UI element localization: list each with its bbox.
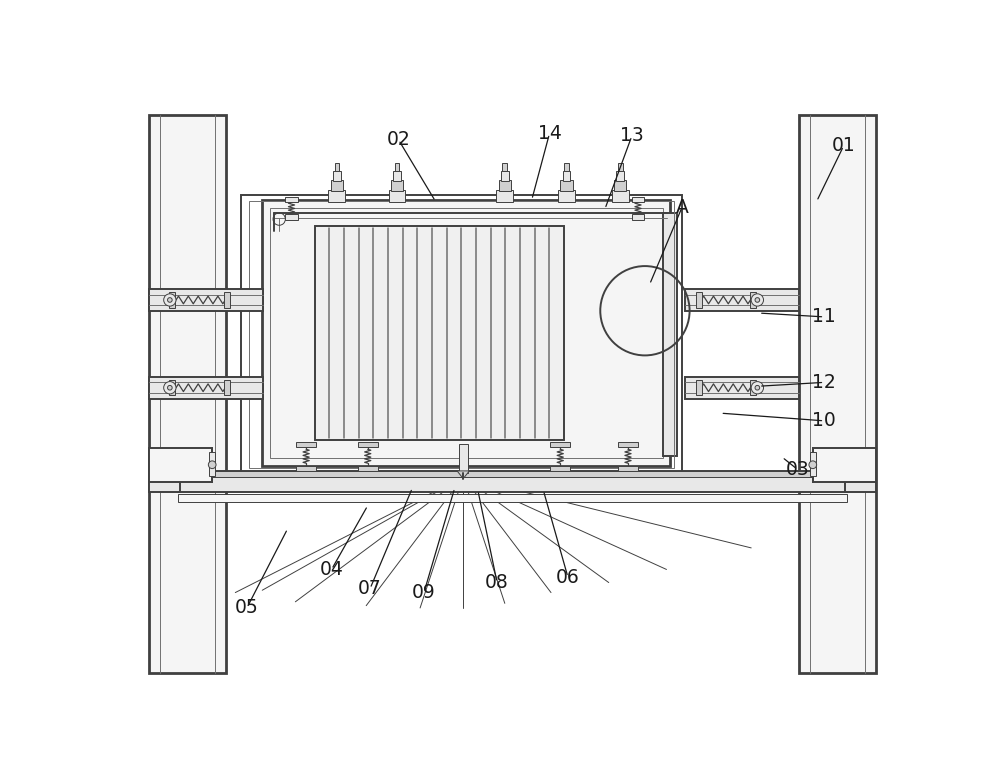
Bar	[169, 380, 175, 395]
Text: 11: 11	[812, 307, 836, 326]
Text: 03: 03	[786, 460, 809, 479]
Text: 01: 01	[832, 136, 855, 155]
Bar	[285, 197, 298, 202]
Bar	[618, 466, 638, 471]
Circle shape	[751, 381, 764, 394]
Bar	[558, 190, 575, 202]
Bar	[249, 201, 674, 468]
Text: 02: 02	[387, 130, 410, 149]
Bar	[496, 190, 513, 202]
Bar	[209, 452, 215, 476]
Bar	[750, 380, 756, 395]
Bar	[616, 171, 624, 181]
Bar	[395, 163, 399, 172]
Bar	[296, 441, 316, 447]
Bar	[750, 292, 756, 307]
Bar	[868, 473, 873, 480]
Text: 08: 08	[485, 573, 509, 592]
Bar	[499, 180, 511, 190]
Bar	[564, 163, 569, 172]
Text: 06: 06	[556, 568, 580, 587]
Bar	[696, 380, 702, 395]
Circle shape	[809, 461, 817, 469]
Bar	[618, 163, 623, 172]
Bar	[550, 441, 570, 447]
Bar	[685, 289, 799, 310]
Bar	[612, 190, 629, 202]
Bar	[389, 190, 405, 202]
Bar	[262, 200, 670, 466]
Bar	[810, 452, 816, 476]
Text: 05: 05	[235, 598, 259, 618]
Circle shape	[751, 294, 764, 306]
Circle shape	[168, 298, 172, 303]
Bar	[241, 195, 682, 474]
Circle shape	[164, 294, 176, 306]
Bar	[614, 180, 626, 190]
Bar	[685, 377, 799, 399]
Bar	[149, 471, 180, 492]
Bar	[331, 180, 343, 190]
Circle shape	[164, 381, 176, 394]
Bar	[358, 441, 378, 447]
Text: 12: 12	[812, 373, 836, 392]
Bar	[149, 115, 226, 672]
Bar	[270, 207, 663, 458]
Text: 10: 10	[812, 411, 836, 431]
Bar	[393, 171, 401, 181]
Bar	[799, 115, 876, 672]
Polygon shape	[457, 471, 469, 479]
Bar	[328, 190, 345, 202]
Text: 13: 13	[620, 126, 644, 145]
Bar	[149, 377, 263, 399]
Text: 04: 04	[320, 560, 343, 579]
Bar	[550, 466, 570, 471]
Bar	[696, 292, 702, 307]
Text: 07: 07	[358, 580, 382, 598]
Bar	[813, 448, 876, 482]
Circle shape	[755, 385, 760, 390]
Bar	[149, 289, 263, 310]
Bar	[358, 466, 378, 471]
Bar	[151, 473, 155, 480]
Bar	[178, 471, 847, 477]
Bar	[459, 444, 468, 473]
Bar	[502, 163, 507, 172]
Text: A: A	[675, 198, 688, 217]
Bar	[501, 171, 509, 181]
Bar	[169, 292, 175, 307]
Bar	[296, 466, 316, 471]
Bar	[178, 471, 847, 492]
Bar	[391, 180, 403, 190]
Bar	[178, 494, 847, 502]
Bar	[663, 213, 677, 456]
Bar	[560, 180, 573, 190]
Bar	[563, 171, 570, 181]
Text: 09: 09	[412, 583, 436, 602]
Circle shape	[755, 298, 760, 303]
Circle shape	[168, 385, 172, 390]
Bar	[618, 441, 638, 447]
Circle shape	[208, 461, 216, 469]
Bar	[335, 163, 339, 172]
Bar	[224, 380, 230, 395]
Text: 14: 14	[538, 124, 561, 144]
Bar	[285, 215, 298, 220]
Bar	[315, 226, 564, 440]
Bar	[333, 171, 341, 181]
Bar	[845, 471, 876, 492]
Bar	[632, 197, 644, 202]
Bar	[149, 448, 212, 482]
Bar	[632, 215, 644, 220]
Bar	[224, 292, 230, 307]
